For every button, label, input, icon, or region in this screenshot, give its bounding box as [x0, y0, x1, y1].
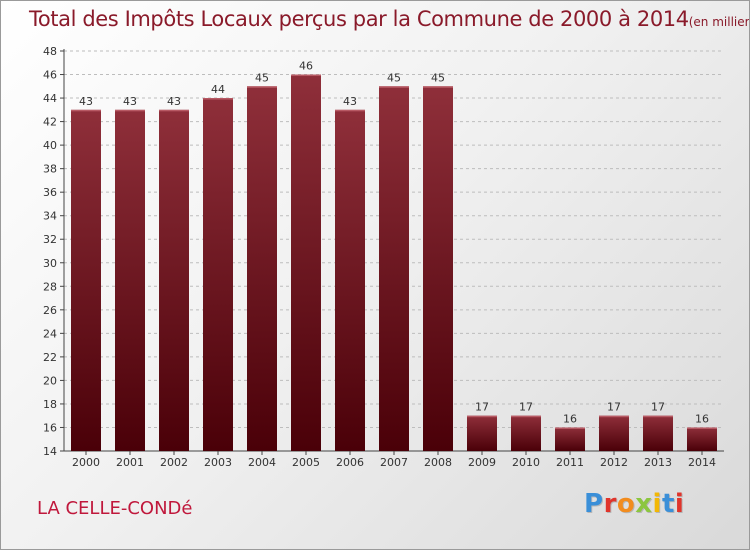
data-label: 45 [255, 71, 269, 84]
bar-highlight [335, 109, 365, 112]
y-tick-label: 16 [43, 421, 57, 434]
bar [203, 98, 233, 451]
y-tick-label: 14 [43, 445, 57, 458]
bar [555, 427, 585, 451]
bar [379, 86, 409, 451]
y-tick-label: 22 [43, 351, 57, 364]
x-tick-label: 2001 [116, 456, 144, 469]
data-label: 45 [431, 71, 445, 84]
bar [467, 415, 497, 451]
data-label: 43 [343, 95, 357, 108]
y-tick-label: 40 [43, 139, 57, 152]
data-label: 43 [123, 95, 137, 108]
y-tick-label: 48 [43, 45, 57, 58]
data-label: 17 [607, 401, 621, 414]
logo-letter: o [616, 489, 636, 519]
bar-highlight [71, 109, 101, 112]
y-tick-label: 30 [43, 257, 57, 270]
logo-letter: i [652, 489, 662, 519]
bar [423, 86, 453, 451]
bar-highlight [467, 415, 497, 418]
data-label: 17 [475, 401, 489, 414]
data-label: 43 [167, 95, 181, 108]
data-label: 43 [79, 95, 93, 108]
proxiti-logo[interactable]: Proxiti [584, 489, 684, 519]
y-tick-label: 26 [43, 304, 57, 317]
bar-highlight [555, 427, 585, 429]
x-tick-label: 2010 [512, 456, 540, 469]
x-tick-label: 2008 [424, 456, 452, 469]
x-tick-label: 2000 [72, 456, 100, 469]
x-tick-label: 2003 [204, 456, 232, 469]
bar-highlight [423, 86, 453, 88]
bar [247, 86, 277, 451]
x-tick-label: 2004 [248, 456, 276, 469]
bar [687, 427, 717, 451]
bar [643, 415, 673, 451]
data-label: 45 [387, 71, 401, 84]
data-label: 16 [563, 412, 577, 425]
data-label: 17 [519, 401, 533, 414]
x-tick-label: 2012 [600, 456, 628, 469]
x-tick-label: 2007 [380, 456, 408, 469]
y-tick-label: 38 [43, 163, 57, 176]
y-tick-label: 36 [43, 186, 57, 199]
chart-title: Total des Impôts Locaux perçus par la Co… [29, 7, 750, 31]
x-tick-label: 2011 [556, 456, 584, 469]
logo-letter: i [674, 489, 685, 519]
y-tick-label: 46 [43, 69, 57, 82]
bar [599, 415, 629, 451]
bar [115, 109, 145, 451]
bar-highlight [379, 86, 409, 88]
y-tick-label: 32 [43, 233, 57, 246]
bar-highlight [291, 74, 321, 77]
y-tick-label: 20 [43, 374, 57, 387]
bar [71, 109, 101, 451]
x-tick-label: 2006 [336, 456, 364, 469]
bar [335, 109, 365, 451]
x-tick-label: 2005 [292, 456, 320, 469]
data-label: 17 [651, 401, 665, 414]
y-tick-label: 24 [43, 327, 57, 340]
logo-letter: t [661, 489, 675, 519]
data-label: 16 [695, 412, 709, 425]
bar [159, 109, 189, 451]
logo-letter: x [635, 489, 653, 519]
x-tick-label: 2014 [688, 456, 716, 469]
bar [511, 415, 541, 451]
y-tick-label: 44 [43, 92, 57, 105]
y-tick-label: 18 [43, 398, 57, 411]
logo-letter: r [603, 489, 617, 519]
chart-unit: (en milliers d'€) [688, 15, 750, 29]
chart-title-text: Total des Impôts Locaux perçus par la Co… [29, 7, 689, 31]
y-tick-label: 34 [43, 210, 57, 223]
y-tick-label: 28 [43, 280, 57, 293]
bar [291, 74, 321, 451]
bar-highlight [247, 86, 277, 88]
commune-name: LA CELLE-CONDé [37, 498, 193, 519]
bar-highlight [687, 427, 717, 429]
y-tick-label: 42 [43, 116, 57, 129]
bar-highlight [643, 415, 673, 418]
bar-highlight [159, 109, 189, 112]
data-label: 44 [211, 83, 225, 96]
data-label: 46 [299, 60, 313, 73]
bar-highlight [599, 415, 629, 418]
x-tick-label: 2013 [644, 456, 672, 469]
bar-highlight [511, 415, 541, 418]
logo-letter: P [584, 489, 604, 519]
x-tick-label: 2009 [468, 456, 496, 469]
bar-highlight [115, 109, 145, 112]
bar-highlight [203, 98, 233, 100]
x-tick-label: 2002 [160, 456, 188, 469]
